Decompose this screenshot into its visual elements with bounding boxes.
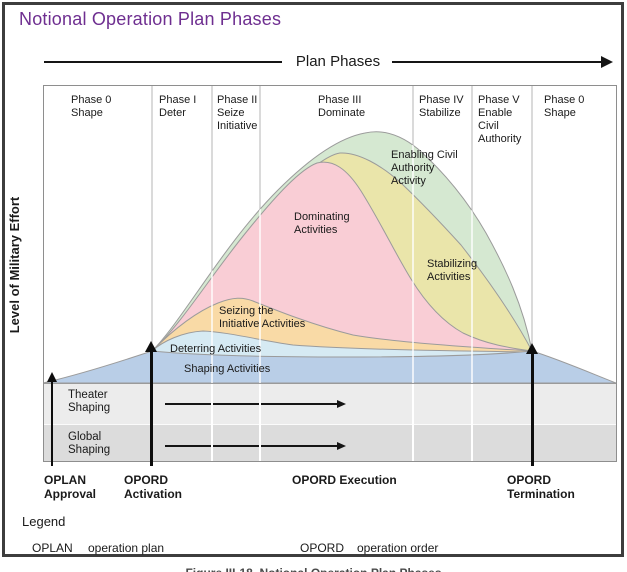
plan-phases-arrowhead-icon [601, 56, 613, 68]
opord-termination-label: OPORD Termination [507, 473, 575, 501]
global-shaping-arrow [165, 445, 337, 447]
phase-label-1: Phase I Deter [159, 94, 197, 119]
opord-termination-arrow [531, 354, 534, 466]
phase-label-2: Phase II Seize Initiative [217, 94, 258, 132]
opord-execution-label: OPORD Execution [292, 473, 397, 487]
row-divider-2 [259, 384, 261, 461]
oplan-approval-arrow [51, 382, 53, 466]
oplan-approval-arrowhead-icon [47, 372, 57, 382]
figure-title: Notional Operation Plan Phases [19, 9, 282, 29]
global-shaping-row [44, 424, 616, 462]
opord-activation-label: OPORD Activation [124, 473, 183, 501]
label-stabilizing: Stabilizing Activities [427, 258, 478, 283]
legend-def-oplan: operation plan [88, 541, 165, 555]
phase-label-5: Phase V Enable Civil Authority [478, 94, 522, 145]
opord-termination-arrowhead-icon [526, 343, 538, 354]
phase-label-4: Phase IV Stabilize [419, 94, 464, 119]
row-divider-3 [412, 384, 414, 461]
plan-phases-line-left [44, 61, 282, 63]
label-seizing-initiative: Seizing the Initiative Activities [219, 305, 306, 330]
legend-def-opord: operation order [357, 541, 439, 555]
plan-phases-line-right [392, 61, 603, 63]
global-shaping-arrowhead-icon [337, 441, 346, 450]
label-deterring: Deterring Activities [170, 343, 262, 355]
theater-shaping-row [44, 383, 616, 424]
theater-shaping-arrowhead-icon [337, 399, 346, 408]
legend-title: Legend [22, 514, 66, 529]
label-shaping: Shaping Activities [184, 363, 271, 375]
legend-abbr-opord: OPORD [300, 541, 345, 555]
row-divider-1 [211, 384, 213, 461]
y-axis-label: Level of Military Effort [7, 196, 22, 334]
label-dominating: Dominating Activities [294, 211, 350, 236]
figure-caption: Figure III-18. Notional Operation Plan P… [0, 566, 627, 572]
opord-activation-arrowhead-icon [145, 341, 157, 352]
figure-border [2, 2, 624, 557]
activity-curves-chart [43, 85, 617, 383]
oplan-approval-label: OPLAN Approval [44, 473, 97, 501]
global-shaping-label: Global Shaping [68, 431, 111, 456]
label-enabling-civil-authority: Enabling Civil Authority Activity [391, 149, 458, 187]
phase-label-3: Phase III Dominate [318, 94, 366, 119]
opord-activation-arrow [150, 352, 153, 466]
theater-shaping-label: Theater Shaping [68, 389, 111, 414]
legend-abbr-oplan: OPLAN [32, 541, 73, 555]
row-divider-4 [471, 384, 473, 461]
phase-label-6: Phase 0 Shape [544, 94, 585, 119]
area-shaping [43, 350, 617, 383]
plan-phases-label: Plan Phases [295, 53, 381, 70]
theater-shaping-arrow [165, 403, 337, 405]
phase-label-0: Phase 0 Shape [71, 94, 112, 119]
